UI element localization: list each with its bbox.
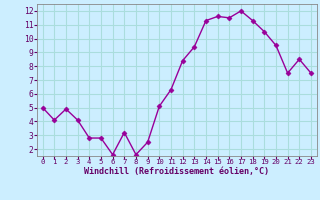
- X-axis label: Windchill (Refroidissement éolien,°C): Windchill (Refroidissement éolien,°C): [84, 167, 269, 176]
